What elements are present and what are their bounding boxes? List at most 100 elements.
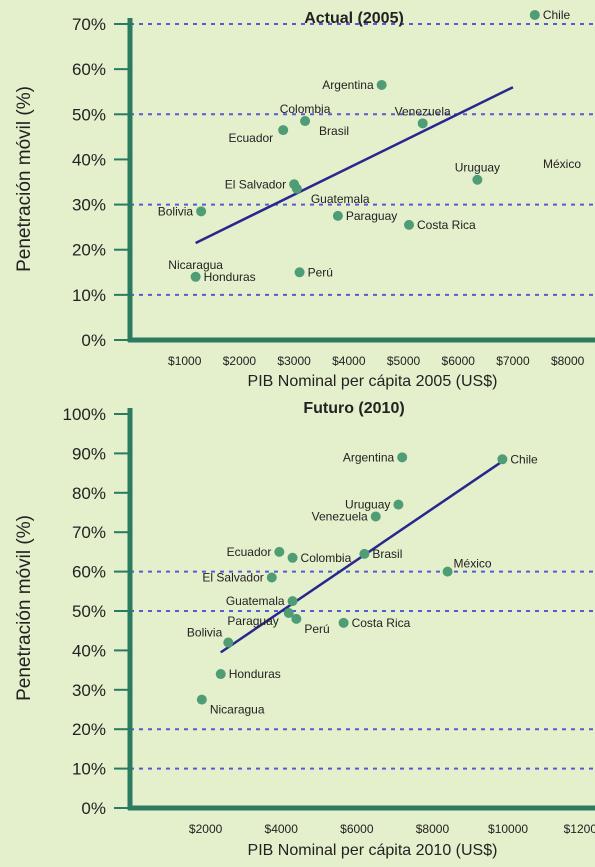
point-label: Argentina (322, 78, 374, 92)
y-tick-label: 20% (72, 241, 106, 260)
y-tick-label: 90% (72, 444, 106, 463)
x-tick-label: $7000 (496, 354, 530, 368)
x-tick-label: $8000 (416, 822, 450, 836)
point-label: Uruguay (345, 498, 390, 512)
point-label: Costa Rica (417, 218, 476, 232)
x-tick-label: $2000 (189, 822, 223, 836)
y-tick-label: 70% (72, 15, 106, 34)
data-point (397, 452, 408, 463)
y-tick-label: 30% (72, 196, 106, 215)
y-tick-label: 0% (81, 799, 106, 818)
x-tick-label: $1000 (168, 354, 202, 368)
point-label: Brasil (372, 547, 402, 561)
data-point (497, 454, 508, 465)
data-point (529, 9, 540, 20)
data-point (287, 596, 298, 607)
y-tick-label: 30% (72, 681, 106, 700)
point-label: Nicaragua (168, 258, 223, 272)
data-point (393, 499, 404, 510)
x-tick-label: $5000 (387, 354, 421, 368)
data-point (223, 637, 234, 648)
point-label: Perú (304, 622, 329, 636)
y-tick-label: 60% (72, 60, 106, 79)
x-tick-label: $4000 (265, 822, 299, 836)
y-tick-label: 60% (72, 563, 106, 582)
point-label: Venezuela (395, 104, 451, 118)
x-tick-label: $12000 (564, 822, 595, 836)
data-point (300, 116, 311, 127)
point-label: Venezuela (312, 509, 368, 523)
point-label: Bolivia (187, 626, 223, 640)
data-point (291, 183, 302, 194)
point-label: Uruguay (455, 161, 500, 175)
point-label: Paraguay (346, 209, 397, 223)
point-label: Honduras (229, 667, 281, 681)
point-label: Guatemala (226, 594, 285, 608)
data-point (190, 271, 201, 282)
x-axis-label: PIB Nominal per cápita 2005 (US$) (248, 373, 498, 390)
data-point (376, 79, 387, 90)
y-tick-label: 50% (72, 602, 106, 621)
data-point (370, 511, 381, 522)
trend-line (195, 86, 514, 245)
data-point (278, 125, 289, 136)
y-axis-label: Penetración móvil (%) (14, 86, 35, 272)
point-label: Guatemala (311, 192, 370, 206)
y-tick-label: 10% (72, 760, 106, 779)
point-label: Colombia (301, 551, 352, 565)
point-label: Ecuador (227, 545, 272, 559)
point-label: El Salvador (225, 177, 286, 191)
y-tick-label: 100% (63, 405, 106, 424)
x-axis-label: PIB Nominal per cápita 2010 (US$) (248, 842, 498, 859)
x-tick-label: $6000 (340, 822, 374, 836)
chart-title: Futuro (2010) (303, 400, 404, 417)
data-point (472, 174, 483, 185)
y-tick-label: 50% (72, 105, 106, 124)
data-point (404, 219, 414, 230)
point-label: Costa Rica (352, 616, 411, 630)
point-label: Chile (510, 452, 538, 466)
data-point (196, 694, 207, 705)
data-point (196, 206, 207, 217)
y-tick-label: 0% (81, 331, 106, 350)
y-tick-label: 40% (72, 641, 106, 660)
data-point (417, 118, 428, 129)
point-label: Colombia (280, 102, 331, 116)
y-axis-label: Penetración móvil (%) (14, 515, 35, 701)
data-point (274, 546, 285, 557)
y-tick-label: 10% (72, 286, 106, 305)
data-point (359, 548, 370, 559)
point-label: El Salvador (202, 571, 263, 585)
data-point (294, 267, 305, 278)
data-point (338, 617, 349, 628)
x-tick-label: $2000 (223, 354, 257, 368)
point-label: Brasil (319, 124, 349, 138)
point-label: Perú (308, 265, 333, 279)
x-tick-label: $3000 (277, 354, 311, 368)
y-tick-label: 80% (72, 484, 106, 503)
data-point (291, 613, 302, 624)
y-tick-label: 70% (72, 523, 106, 542)
point-label: México (543, 157, 581, 171)
point-label: Chile (543, 8, 571, 22)
point-label: Paraguay (227, 614, 278, 628)
point-label: Argentina (343, 450, 395, 464)
y-tick-label: 20% (72, 720, 106, 739)
point-label: Honduras (204, 270, 256, 284)
data-point (287, 552, 298, 563)
point-label: Bolivia (158, 204, 194, 218)
point-label: Nicaragua (210, 703, 265, 717)
point-label: Ecuador (228, 131, 273, 145)
x-tick-label: $4000 (332, 354, 366, 368)
x-tick-label: $8000 (551, 354, 585, 368)
data-point (442, 566, 453, 577)
chart-title: Actual (2005) (304, 10, 404, 27)
data-point (215, 669, 226, 680)
point-label: México (454, 557, 492, 571)
x-tick-label: $6000 (442, 354, 476, 368)
x-tick-label: $10000 (488, 822, 528, 836)
data-point (283, 607, 294, 618)
data-point (266, 572, 277, 583)
